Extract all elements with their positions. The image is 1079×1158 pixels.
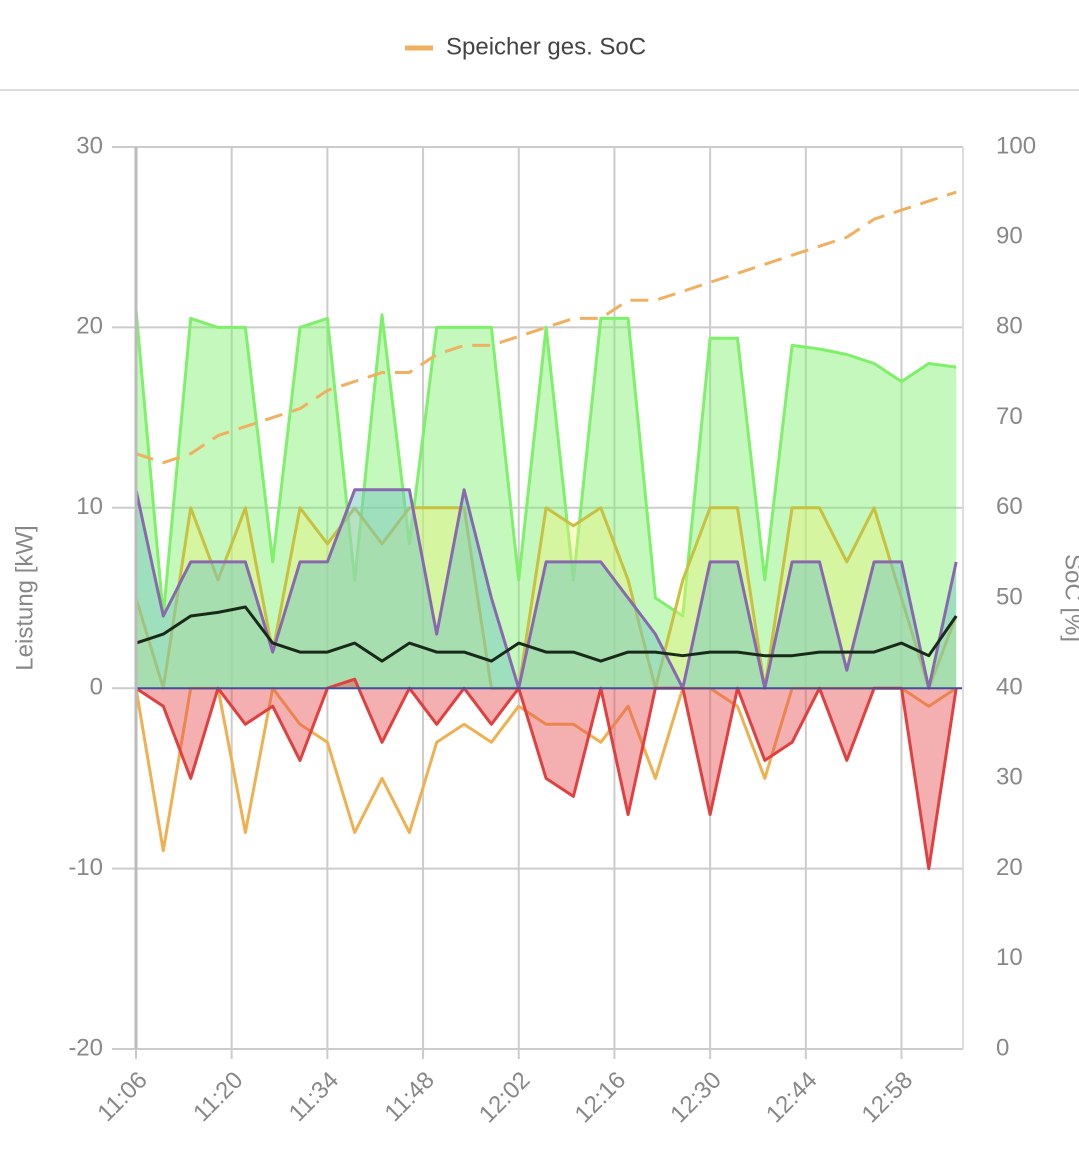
y-tick-label: 0 <box>90 674 103 701</box>
y-tick-label: 20 <box>76 313 103 340</box>
y2-tick-label: 100 <box>996 132 1036 159</box>
area <box>136 489 957 689</box>
y2-tick-label: 10 <box>996 944 1023 971</box>
series-line <box>134 309 957 618</box>
x-tick-label: 11:34 <box>284 1067 344 1127</box>
x-tick-label: 12:02 <box>474 1067 536 1129</box>
legend-box <box>0 0 1079 91</box>
y2-tick-label: 40 <box>996 674 1023 701</box>
y2-tick-label: 30 <box>996 764 1023 791</box>
legend-text[interactable]: Speicher ges. SoC <box>446 33 646 60</box>
x-tick-label: 12:44 <box>761 1067 823 1129</box>
x-tick-label: 11:06 <box>92 1067 152 1127</box>
y2-tick-label: 60 <box>996 493 1023 520</box>
x-tick-label: 12:58 <box>857 1067 919 1129</box>
x-tick-label: 11:20 <box>188 1067 248 1127</box>
y-tick-label: -20 <box>68 1034 103 1061</box>
y-axis-label: Leistung [kW] <box>11 525 38 670</box>
series-line <box>134 488 958 690</box>
x-tick-label: 12:30 <box>665 1067 727 1129</box>
y2-tick-label: 80 <box>996 313 1023 340</box>
y-tick-label: 10 <box>76 493 103 520</box>
y2-tick-label: 50 <box>996 583 1023 610</box>
y-tick-label: 30 <box>76 132 103 159</box>
plot-area <box>134 190 963 871</box>
y2-axis-label: SoC [%] <box>1060 554 1079 642</box>
y2-tick-label: 90 <box>996 223 1023 250</box>
series-line <box>135 605 958 663</box>
y-tick-label: -10 <box>68 854 103 881</box>
legend: Speicher ges. SoC <box>405 33 646 60</box>
x-tick-label: 11:48 <box>379 1067 439 1127</box>
y2-tick-label: 0 <box>996 1034 1009 1061</box>
x-tick-label: 12:16 <box>570 1067 632 1129</box>
y2-tick-label: 20 <box>996 854 1023 881</box>
series-line <box>135 190 957 465</box>
y2-tick-label: 70 <box>996 403 1023 430</box>
